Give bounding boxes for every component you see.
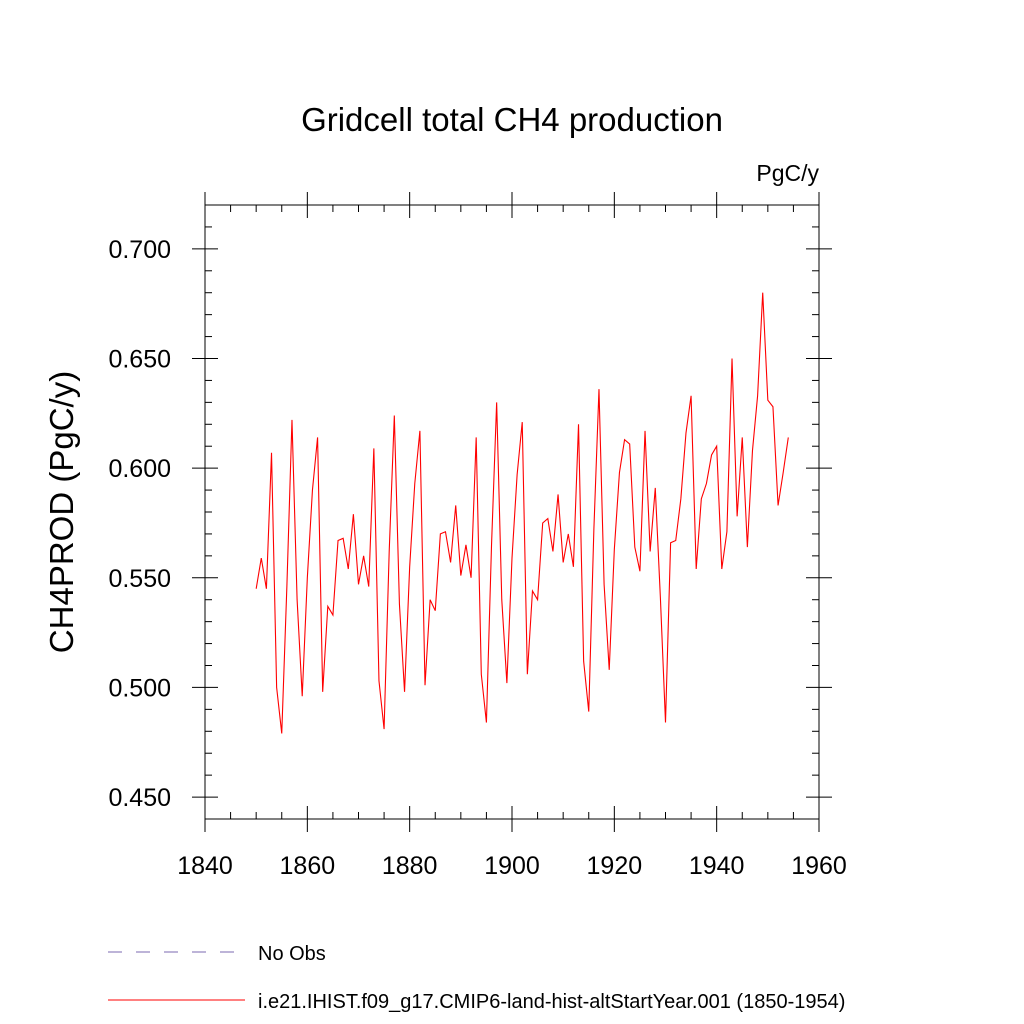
y-tick-label: 0.600 bbox=[108, 455, 171, 483]
legend-label: No Obs bbox=[258, 943, 326, 965]
y-tick-label: 0.450 bbox=[108, 784, 171, 812]
x-tick-label: 1880 bbox=[382, 852, 438, 880]
x-tick-label: 1940 bbox=[689, 852, 745, 880]
plot-area bbox=[255, 292, 789, 734]
x-tick-label: 1900 bbox=[484, 852, 540, 880]
x-tick-labels: 1840 1860 1880 1900 1920 1940 1960 bbox=[177, 852, 847, 880]
y-tick-label: 0.500 bbox=[108, 674, 171, 702]
x-tick-label: 1840 bbox=[177, 852, 233, 880]
units-label: PgC/y bbox=[756, 160, 819, 186]
x-tick-label: 1860 bbox=[280, 852, 336, 880]
y-axis-label: CH4PROD (PgC/y) bbox=[43, 371, 80, 653]
x-tick-label: 1960 bbox=[791, 852, 847, 880]
chart-title: Gridcell total CH4 production bbox=[301, 101, 723, 138]
x-tick-label: 1920 bbox=[587, 852, 643, 880]
legend: No Obs i.e21.IHIST.f09_g17.CMIP6-land-his… bbox=[108, 943, 845, 1013]
y-tick-label: 0.650 bbox=[108, 346, 171, 374]
series-line bbox=[255, 292, 789, 734]
plot-frame bbox=[204, 204, 820, 820]
axis-ticks bbox=[192, 192, 832, 832]
y-tick-label: 0.700 bbox=[108, 236, 171, 264]
y-tick-label: 0.550 bbox=[108, 565, 171, 593]
y-tick-labels: 0.450 0.500 0.550 0.600 0.650 0.700 bbox=[108, 236, 171, 812]
legend-label: i.e21.IHIST.f09_g17.CMIP6-land-hist-altS… bbox=[258, 991, 845, 1013]
